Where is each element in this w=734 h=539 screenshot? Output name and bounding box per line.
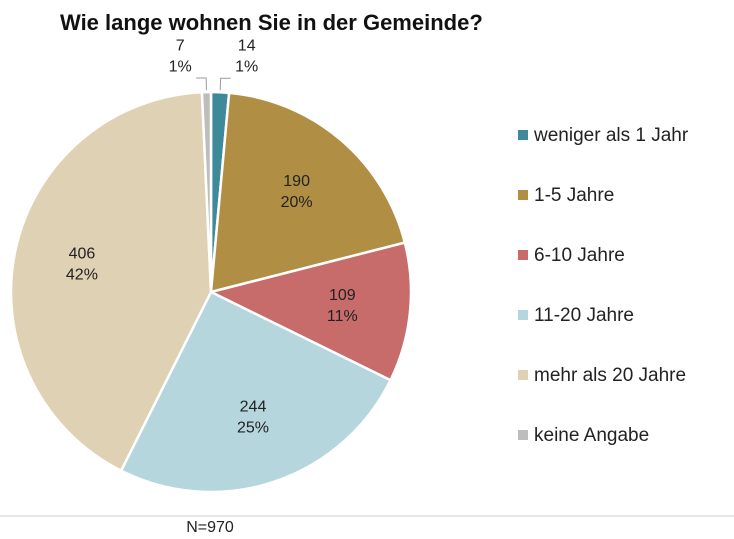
percent-label: 42% xyxy=(66,267,98,284)
pie-slice xyxy=(207,241,413,382)
data-label: 190 xyxy=(283,173,310,190)
legend-swatch xyxy=(518,190,528,200)
legend-swatch xyxy=(518,430,528,440)
data-label: 109 xyxy=(329,287,356,304)
data-label: 406 xyxy=(69,246,96,263)
pie-slice xyxy=(119,290,393,494)
leader-line xyxy=(196,77,207,91)
legend-swatch xyxy=(518,370,528,380)
data-label: 244 xyxy=(240,398,267,415)
legend-label: 1-5 Jahre xyxy=(534,185,614,206)
percent-label: 25% xyxy=(237,419,269,436)
percent-label: 20% xyxy=(281,194,313,211)
percent-label: 1% xyxy=(169,58,192,75)
percent-label: 11% xyxy=(327,308,358,325)
legend-swatch xyxy=(518,310,528,320)
legend-label: weniger als 1 Jahr xyxy=(533,125,689,146)
pie-slice xyxy=(200,90,213,293)
data-label: 14 xyxy=(238,37,256,54)
legend-label: 11-20 Jahre xyxy=(534,305,634,326)
leader-line xyxy=(219,77,231,91)
percent-label: 1% xyxy=(235,58,258,75)
legend-label: keine Angabe xyxy=(534,425,649,446)
chart-title: Wie lange wohnen Sie in der Gemeinde? xyxy=(60,10,483,35)
data-label: 7 xyxy=(176,37,185,54)
legend-swatch xyxy=(518,250,528,260)
legend-swatch xyxy=(518,130,528,140)
pie-slice xyxy=(209,91,407,294)
legend-label: 6-10 Jahre xyxy=(534,245,625,266)
pie-slice xyxy=(9,90,213,473)
note: N=970 xyxy=(186,519,234,536)
legend-label: mehr als 20 Jahre xyxy=(534,365,686,386)
